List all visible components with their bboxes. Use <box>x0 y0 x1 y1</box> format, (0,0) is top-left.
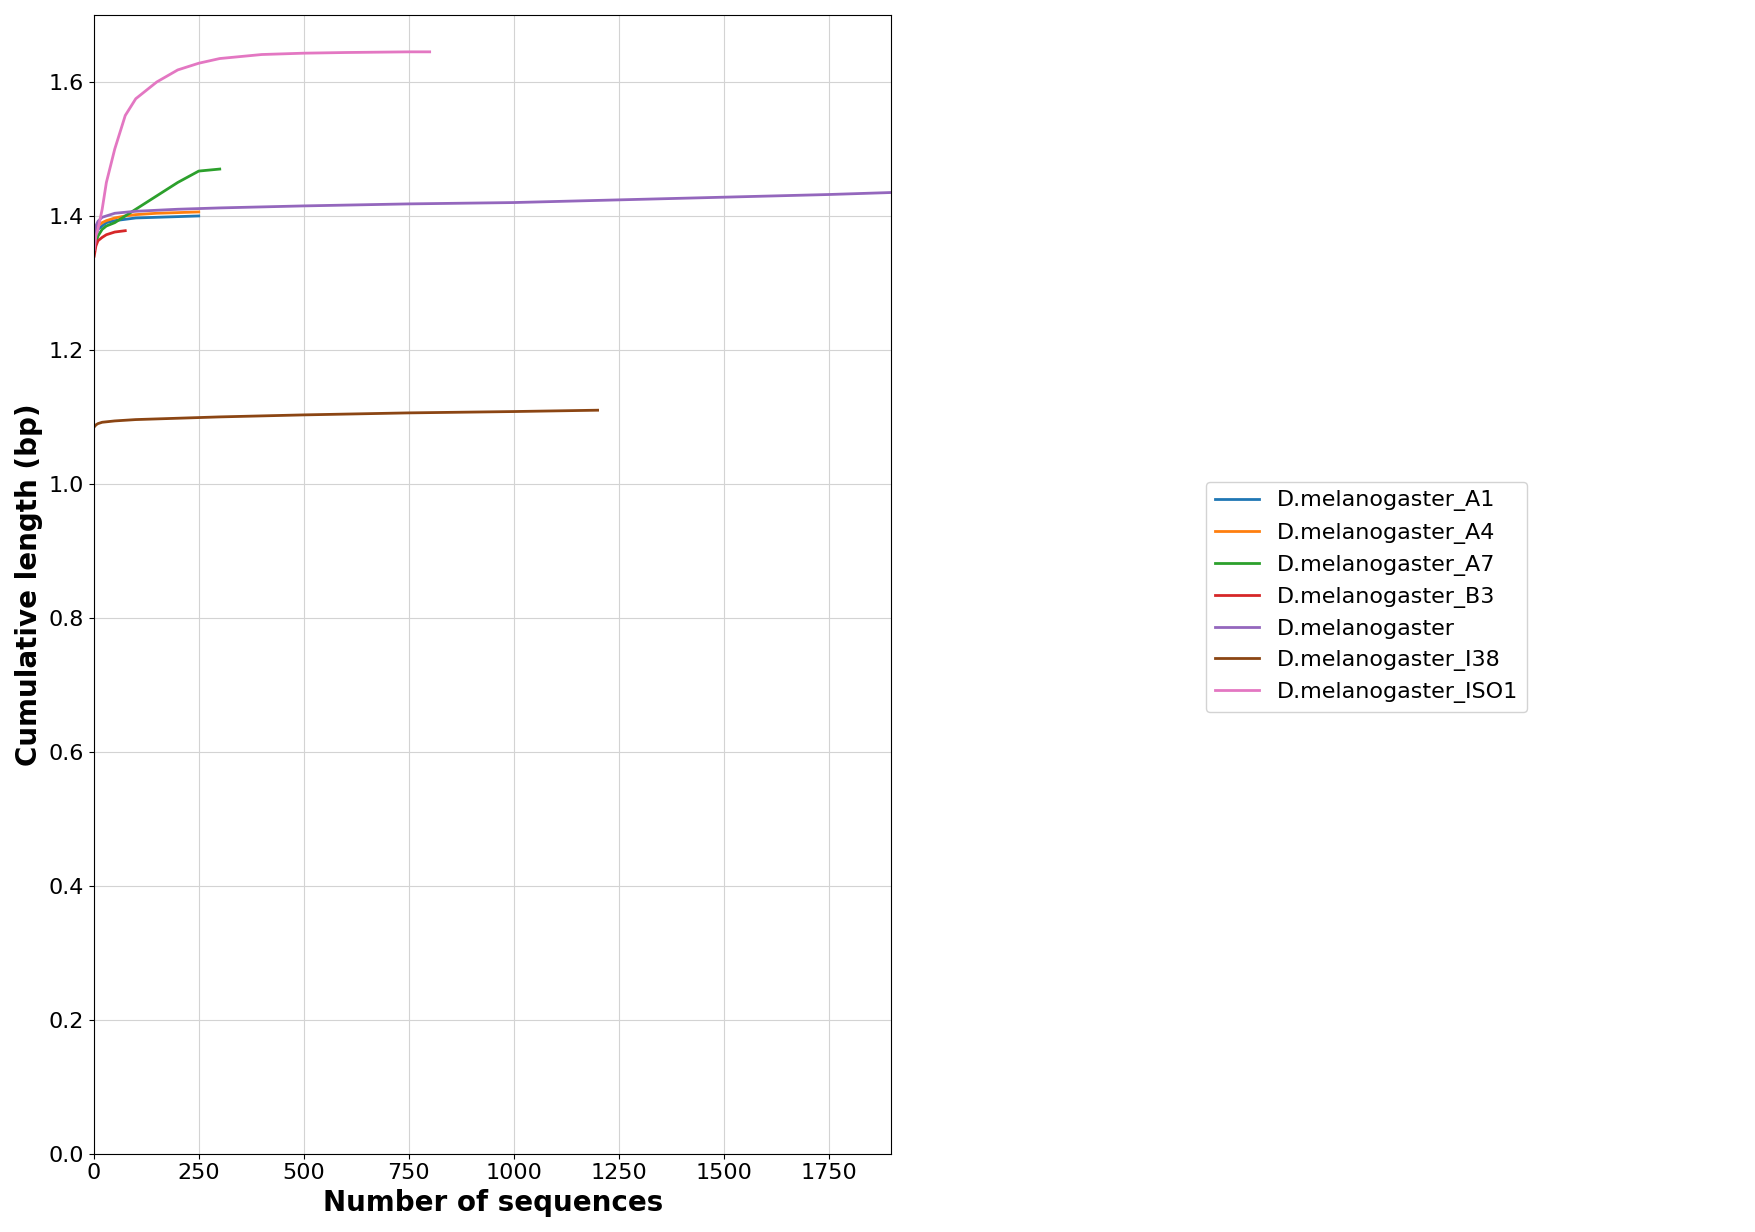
D.melanogaster <box>818 187 839 202</box>
Line: D.melanogaster_A4: D.melanogaster_A4 <box>95 212 198 243</box>
D.melanogaster_A1 <box>88 222 109 237</box>
D.melanogaster_A1 <box>104 213 125 228</box>
D.melanogaster_A7 <box>188 164 209 179</box>
D.melanogaster_ISO1 <box>167 63 188 78</box>
D.melanogaster <box>125 203 146 218</box>
D.melanogaster_B3 <box>104 224 125 239</box>
D.melanogaster_B3 <box>84 249 105 264</box>
Line: D.melanogaster_ISO1: D.melanogaster_ISO1 <box>95 52 430 249</box>
Line: D.melanogaster: D.melanogaster <box>95 192 892 237</box>
D.melanogaster_A7 <box>88 229 109 244</box>
D.melanogaster_A4 <box>88 218 109 233</box>
D.melanogaster_ISO1 <box>86 229 107 244</box>
D.melanogaster_B3 <box>91 230 112 245</box>
D.melanogaster_I38 <box>91 415 112 430</box>
D.melanogaster_B3 <box>86 239 107 254</box>
D.melanogaster_A4 <box>104 211 125 225</box>
D.melanogaster_I38 <box>167 410 188 425</box>
D.melanogaster_A7 <box>86 235 107 250</box>
D.melanogaster_ISO1 <box>188 55 209 70</box>
D.melanogaster_A7 <box>114 208 135 223</box>
D.melanogaster_A7 <box>125 202 146 217</box>
Line: D.melanogaster_A1: D.melanogaster_A1 <box>95 216 198 249</box>
D.melanogaster_A1 <box>125 211 146 225</box>
D.melanogaster_I38 <box>293 408 314 423</box>
D.melanogaster_ISO1 <box>419 44 441 59</box>
D.melanogaster_A4 <box>146 206 167 221</box>
D.melanogaster_A4 <box>97 213 118 228</box>
D.melanogaster_A7 <box>146 188 167 203</box>
D.melanogaster <box>293 198 314 213</box>
D.melanogaster_A1 <box>91 218 112 233</box>
D.melanogaster <box>91 209 112 224</box>
D.melanogaster_A1 <box>84 241 105 256</box>
D.melanogaster_I38 <box>586 403 607 418</box>
D.melanogaster_A7 <box>84 241 105 256</box>
D.melanogaster_A1 <box>97 216 118 230</box>
D.melanogaster_ISO1 <box>97 175 118 190</box>
D.melanogaster_B3 <box>114 223 135 238</box>
D.melanogaster_B3 <box>97 228 118 243</box>
D.melanogaster <box>209 201 230 216</box>
X-axis label: Number of sequences: Number of sequences <box>323 1189 662 1217</box>
D.melanogaster <box>881 185 902 200</box>
D.melanogaster_ISO1 <box>84 241 105 256</box>
D.melanogaster <box>713 190 734 205</box>
D.melanogaster_I38 <box>398 405 419 420</box>
D.melanogaster_ISO1 <box>88 222 109 237</box>
D.melanogaster <box>398 196 419 211</box>
D.melanogaster_ISO1 <box>335 46 356 60</box>
D.melanogaster <box>607 192 628 207</box>
D.melanogaster_A4 <box>167 206 188 221</box>
D.melanogaster_I38 <box>209 409 230 424</box>
D.melanogaster_I38 <box>104 414 125 429</box>
D.melanogaster_ISO1 <box>146 75 167 90</box>
D.melanogaster_A7 <box>167 175 188 190</box>
D.melanogaster_A4 <box>91 216 112 230</box>
D.melanogaster_A7 <box>97 218 118 233</box>
D.melanogaster_ISO1 <box>114 108 135 123</box>
D.melanogaster_A7 <box>91 222 112 237</box>
D.melanogaster_A7 <box>104 216 125 230</box>
Y-axis label: Cumulative length (bp): Cumulative length (bp) <box>16 403 42 765</box>
D.melanogaster_ISO1 <box>104 142 125 156</box>
D.melanogaster_A1 <box>146 209 167 224</box>
D.melanogaster_A7 <box>209 161 230 176</box>
D.melanogaster_A4 <box>84 235 105 250</box>
D.melanogaster_A4 <box>125 207 146 222</box>
D.melanogaster <box>88 214 109 229</box>
Line: D.melanogaster_B3: D.melanogaster_B3 <box>95 230 125 256</box>
D.melanogaster_I38 <box>125 413 146 428</box>
D.melanogaster_A4 <box>188 205 209 219</box>
D.melanogaster_ISO1 <box>398 44 419 59</box>
D.melanogaster_I38 <box>86 418 107 432</box>
D.melanogaster_A1 <box>188 208 209 223</box>
D.melanogaster_A1 <box>167 209 188 224</box>
D.melanogaster_A4 <box>86 225 107 240</box>
D.melanogaster <box>84 229 105 244</box>
D.melanogaster_ISO1 <box>293 46 314 60</box>
D.melanogaster_A1 <box>86 229 107 244</box>
Line: D.melanogaster_I38: D.melanogaster_I38 <box>95 410 597 428</box>
D.melanogaster_ISO1 <box>251 47 272 62</box>
D.melanogaster_ISO1 <box>91 202 112 217</box>
D.melanogaster <box>104 206 125 221</box>
D.melanogaster_ISO1 <box>125 91 146 106</box>
D.melanogaster_ISO1 <box>209 52 230 67</box>
Line: D.melanogaster_A7: D.melanogaster_A7 <box>95 169 219 249</box>
D.melanogaster_A4 <box>114 208 135 223</box>
D.melanogaster_B3 <box>88 233 109 248</box>
D.melanogaster_I38 <box>84 420 105 435</box>
Legend: D.melanogaster_A1, D.melanogaster_A4, D.melanogaster_A7, D.melanogaster_B3, D.me: D.melanogaster_A1, D.melanogaster_A4, D.… <box>1206 482 1527 712</box>
D.melanogaster <box>167 202 188 217</box>
D.melanogaster_A1 <box>114 212 135 227</box>
D.melanogaster_I38 <box>502 404 523 419</box>
D.melanogaster <box>86 218 107 233</box>
D.melanogaster <box>502 195 523 209</box>
D.melanogaster_I38 <box>88 416 109 431</box>
